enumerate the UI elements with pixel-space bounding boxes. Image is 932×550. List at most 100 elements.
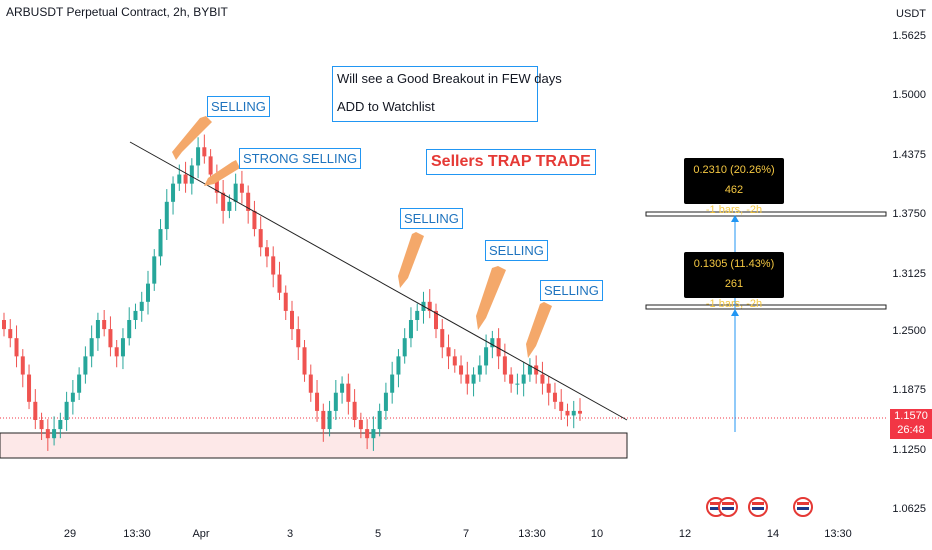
candle-body — [127, 320, 132, 339]
sellers-trap-label[interactable]: Sellers TRAP TRADE — [426, 149, 596, 175]
breakout-note[interactable]: Will see a Good Breakout in FEW days ADD… — [332, 66, 562, 122]
time-label: 7 — [462, 528, 470, 540]
candle-body — [27, 374, 32, 402]
candle-body — [340, 383, 345, 393]
candle-body — [83, 356, 88, 375]
candle-body — [114, 347, 119, 357]
price-label: 1.5000 — [892, 89, 926, 101]
candle-body — [396, 356, 401, 375]
candle-body — [315, 392, 320, 411]
price-label: 1.1875 — [892, 384, 926, 396]
candle-body — [164, 201, 169, 230]
candle-body — [484, 347, 489, 366]
selling-label[interactable]: SELLING — [540, 280, 603, 301]
candle-body — [252, 210, 257, 230]
candle-body — [120, 338, 125, 357]
time-label: 13:30 — [824, 528, 852, 540]
arrow-selling-3 — [476, 266, 506, 330]
candle-body — [408, 320, 413, 339]
candle-body — [8, 329, 13, 339]
measure-upper-tooltip: 0.2310 (20.26%) 462 -1 bars, -2h — [684, 158, 784, 216]
candle-body — [552, 392, 557, 402]
price-label: 1.2500 — [892, 325, 926, 337]
candle-body — [371, 429, 376, 439]
candle-body — [452, 356, 457, 366]
candle-body — [246, 192, 251, 211]
candle-body — [496, 338, 501, 357]
time-label: 13:30 — [123, 528, 151, 540]
strong-selling-label[interactable]: STRONG SELLING — [239, 148, 362, 169]
selling-label[interactable]: SELLING — [485, 240, 548, 261]
time-label: 10 — [590, 528, 604, 540]
candle-body — [477, 365, 482, 375]
candle-body — [402, 338, 407, 357]
descending-trendline — [129, 141, 628, 421]
arrow-selling-4 — [526, 302, 552, 358]
candle-body — [214, 174, 219, 193]
candle-body — [571, 410, 576, 416]
us-flag-icon[interactable] — [748, 497, 768, 517]
measure-lower-tooltip: 0.1305 (11.43%) 261 -1 bars, -2h — [684, 252, 784, 310]
measure-arrow-lower — [731, 309, 739, 316]
candle-body — [277, 274, 282, 293]
candle-body — [333, 392, 338, 411]
measure-upper-line2: -1 bars, -2h — [705, 204, 763, 216]
us-flag-icon[interactable] — [718, 497, 738, 517]
candle-body — [321, 410, 326, 430]
candle-body — [177, 174, 182, 184]
measure-upper-line1: 0.2310 (20.26%) 462 — [693, 164, 775, 196]
candle-body — [290, 310, 294, 330]
candle-body — [227, 201, 232, 211]
time-label: 14 — [766, 528, 780, 540]
selling-label[interactable]: SELLING — [400, 208, 463, 229]
candle-body — [283, 292, 288, 311]
candle-body — [365, 429, 370, 439]
time-label: 29 — [63, 528, 77, 540]
candle-body — [52, 429, 57, 439]
candle-body — [327, 410, 332, 430]
candle-body — [202, 147, 207, 157]
candle-body — [146, 283, 150, 302]
note-line-2: ADD to Watchlist — [337, 99, 435, 114]
candle-body — [152, 256, 157, 284]
candle-body — [77, 374, 82, 393]
candle-body — [2, 320, 6, 330]
candle-body — [358, 420, 363, 430]
candle-body — [546, 383, 551, 393]
chart-title: ARBUSDT Perpetual Contract, 2h, BYBIT — [6, 5, 228, 19]
candle-body — [434, 310, 438, 330]
candle-body — [459, 365, 464, 375]
candle-body — [377, 410, 382, 430]
arrow-selling-1 — [172, 116, 212, 160]
candle-body — [352, 401, 357, 420]
candles-group — [2, 134, 582, 451]
us-flag-icon[interactable] — [793, 497, 813, 517]
candle-body — [171, 183, 176, 202]
candle-body — [346, 383, 351, 402]
candle-body — [415, 310, 420, 320]
measure-lower-level — [645, 304, 887, 310]
time-label: 13:30 — [518, 528, 546, 540]
support-zone — [0, 432, 628, 459]
candle-body — [14, 338, 19, 357]
candle-body — [133, 310, 138, 320]
current-price-value: 1.1570 — [894, 410, 928, 422]
candle-body — [527, 365, 532, 375]
candle-body — [45, 429, 50, 439]
candle-body — [515, 383, 520, 385]
candle-body — [183, 174, 188, 184]
measure-lower-line2: -1 bars, -2h — [705, 298, 763, 310]
candle-body — [534, 365, 539, 375]
price-label: 1.1250 — [892, 444, 926, 456]
candle-body — [302, 347, 307, 375]
candle-body — [70, 392, 75, 402]
candle-body — [427, 301, 432, 311]
candle-body — [540, 374, 545, 384]
selling-label[interactable]: SELLING — [207, 96, 270, 117]
candle-body — [578, 410, 582, 414]
candle-body — [264, 247, 269, 257]
time-label: Apr — [192, 528, 210, 540]
arrow-strong-selling — [204, 160, 240, 186]
candle-body — [239, 183, 244, 193]
